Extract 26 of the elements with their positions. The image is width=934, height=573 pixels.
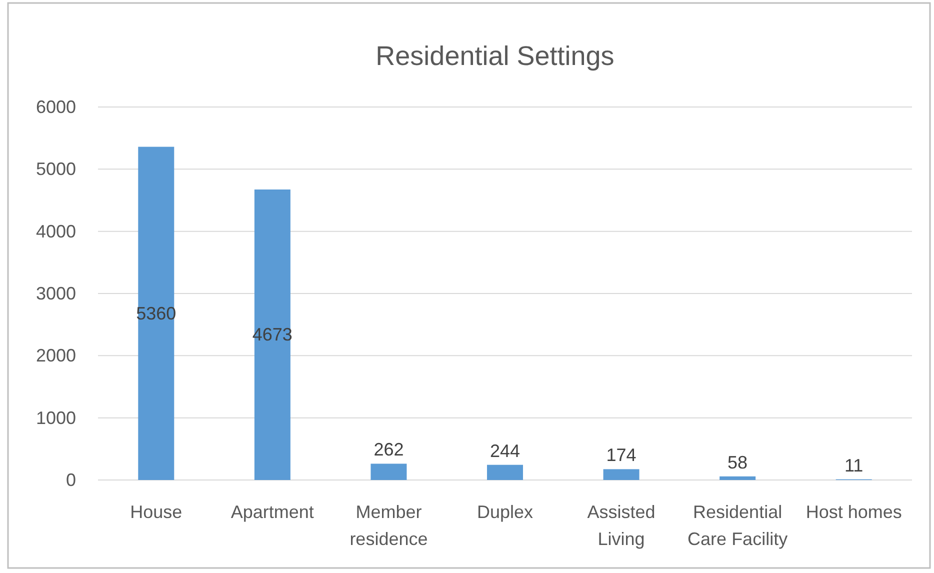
x-tick-label: Host homes bbox=[806, 502, 902, 522]
y-tick-label: 6000 bbox=[36, 97, 76, 117]
x-tick-label: Residential Care Facility bbox=[688, 502, 788, 549]
bar bbox=[254, 189, 290, 480]
data-label: 11 bbox=[844, 455, 864, 476]
data-label: 174 bbox=[606, 445, 636, 466]
bar bbox=[487, 464, 523, 480]
x-tick-label: Apartment bbox=[230, 502, 314, 522]
bar bbox=[370, 464, 407, 480]
y-tick-label: 3000 bbox=[36, 284, 76, 304]
y-tick-label: 1000 bbox=[36, 408, 76, 428]
x-tick-label: Duplex bbox=[476, 502, 534, 522]
x-tick-label: Assisted Living bbox=[587, 502, 656, 549]
bar bbox=[138, 146, 174, 480]
data-label: 58 bbox=[728, 452, 748, 472]
y-tick-label: 4000 bbox=[36, 221, 76, 242]
bar bbox=[720, 476, 756, 480]
y-tick-label: 2000 bbox=[36, 346, 76, 366]
data-label: 244 bbox=[490, 440, 520, 461]
y-tick-label: 0 bbox=[66, 470, 76, 490]
x-tick-label: Member residence bbox=[350, 502, 428, 549]
data-label: 262 bbox=[374, 440, 404, 460]
bar bbox=[603, 469, 640, 480]
chart-title: Residential Settings bbox=[376, 41, 614, 71]
y-tick-label: 5000 bbox=[36, 159, 76, 180]
x-tick-label: House bbox=[130, 502, 182, 522]
